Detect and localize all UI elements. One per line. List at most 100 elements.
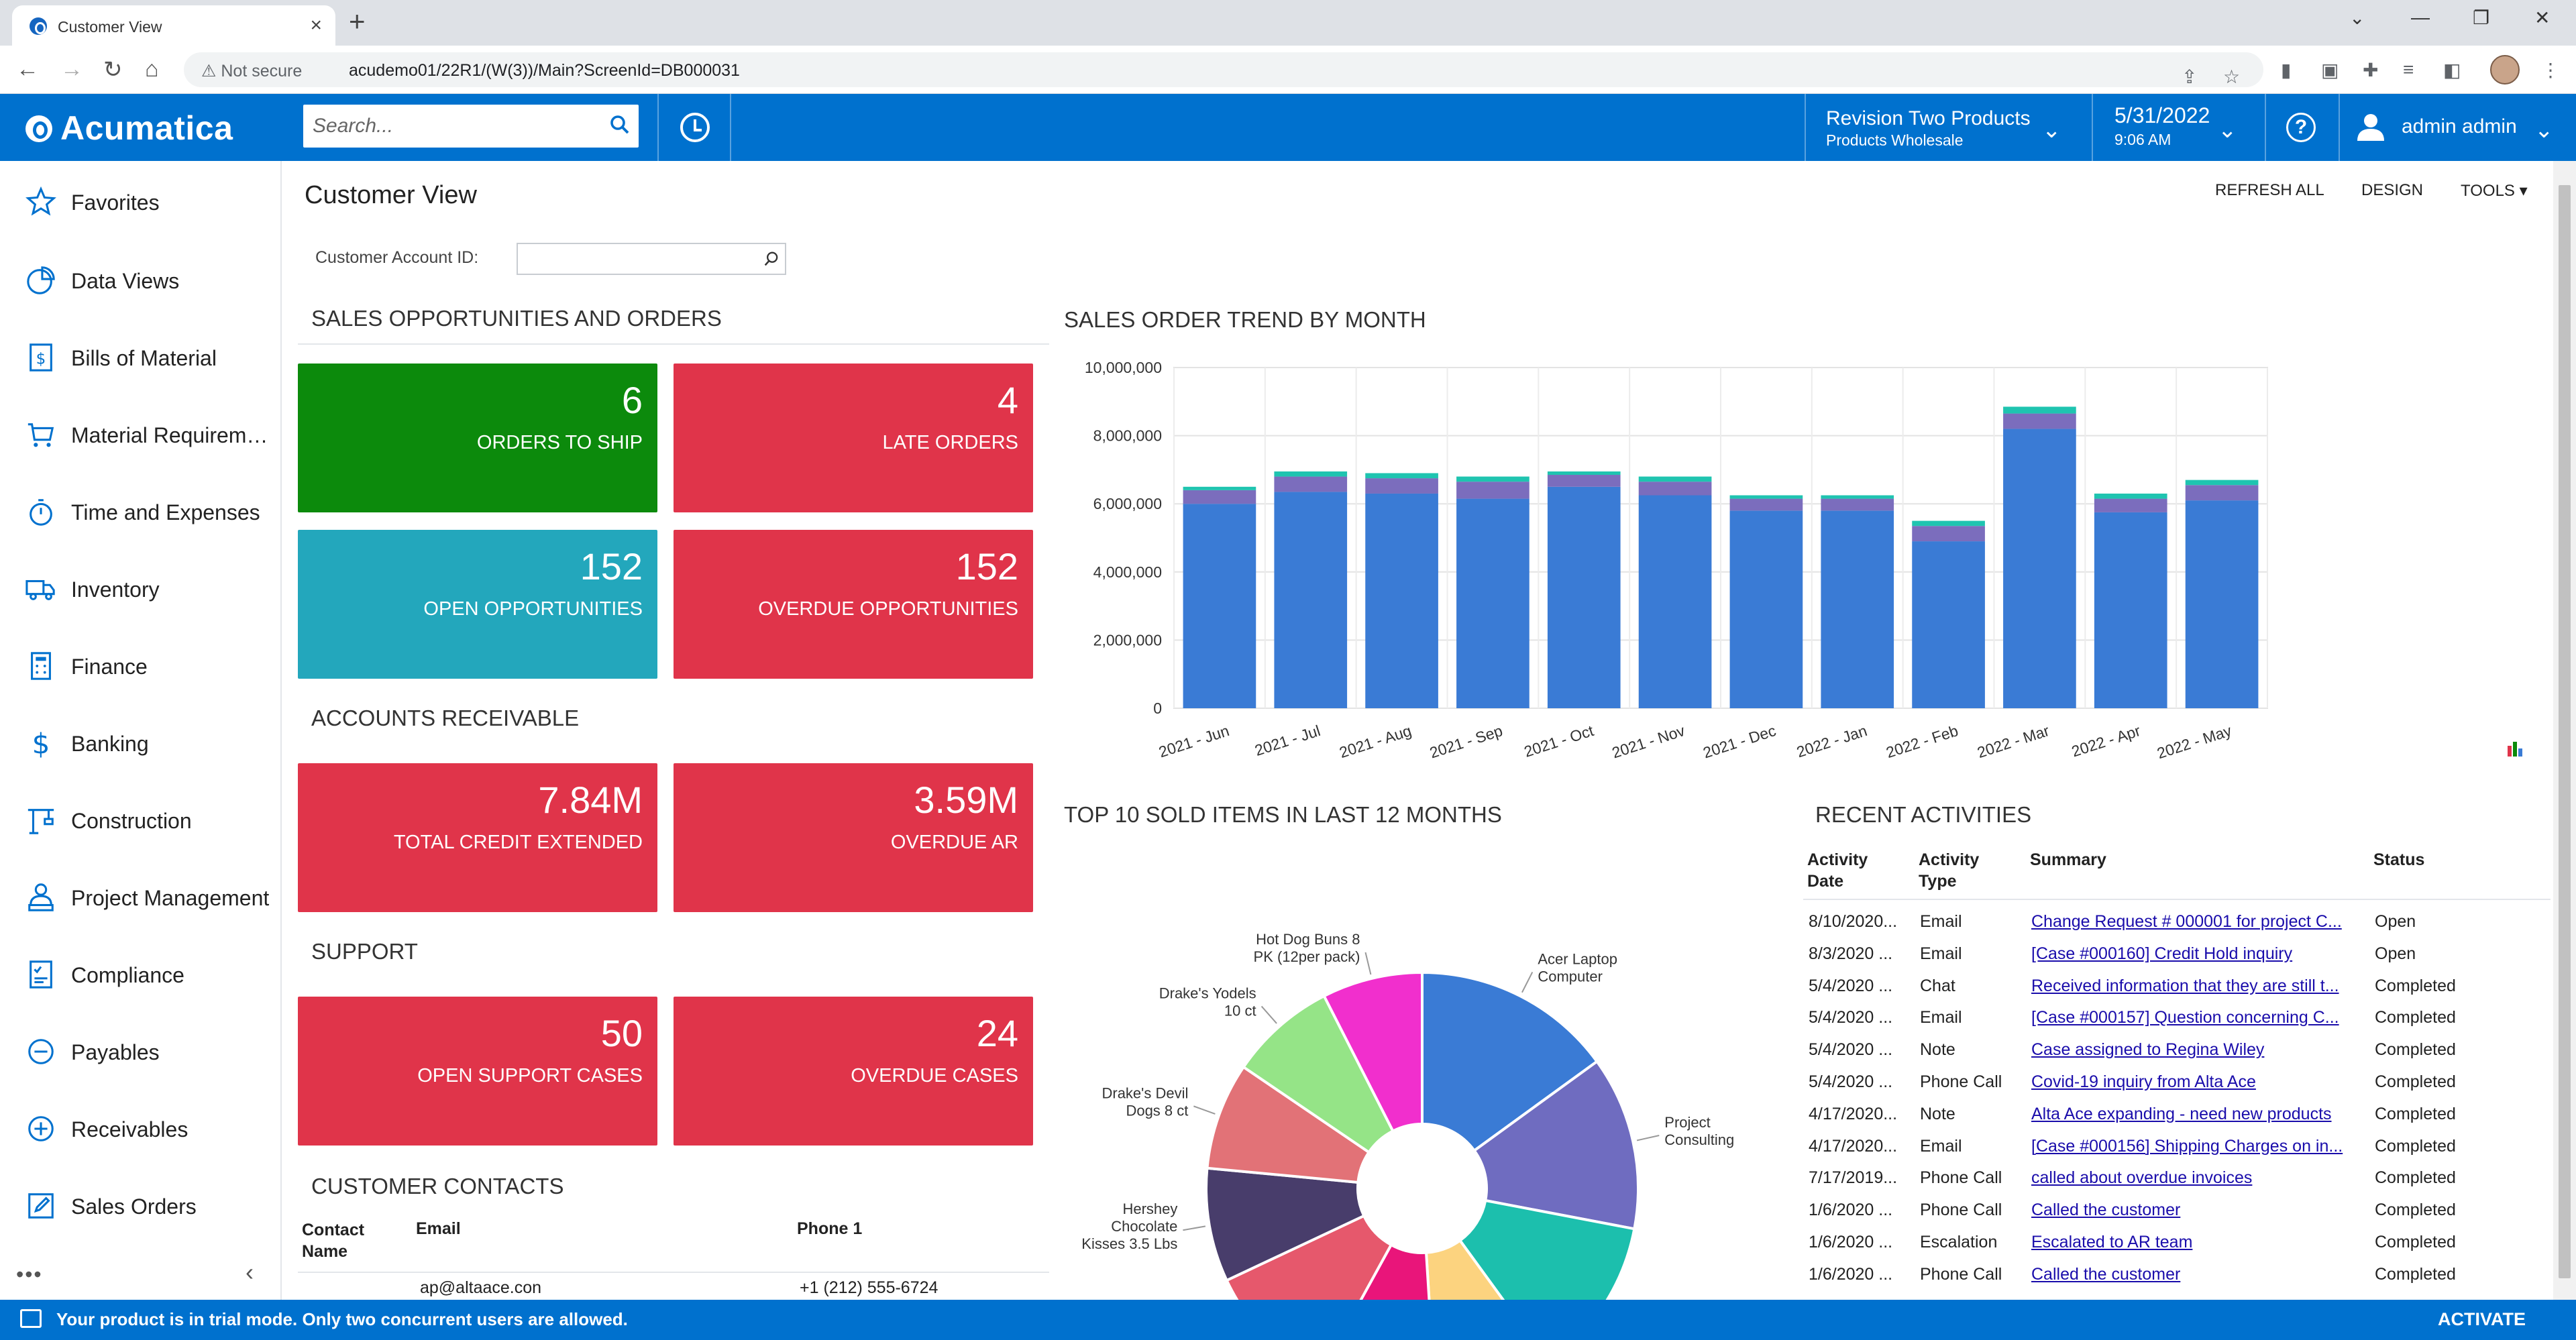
history-icon[interactable] [680, 113, 710, 142]
extensions-puzzle-icon[interactable]: ✚ [2363, 60, 2379, 80]
bar-segment-3[interactable] [1912, 520, 1985, 526]
extension-doc-icon[interactable]: ▮ [2281, 60, 2292, 80]
chrome-menu-icon[interactable]: ⋮ [2541, 60, 2560, 80]
bar-segment-1[interactable] [1912, 541, 1985, 708]
contacts-header-name[interactable]: Contact Name [302, 1221, 365, 1261]
reload-icon[interactable]: ↻ [103, 57, 123, 82]
activity-summary-link[interactable]: Change Request # 000001 for project C... [2031, 912, 2342, 931]
home-icon[interactable]: ⌂ [145, 56, 159, 82]
sidebar-item-inventory[interactable]: Inventory [0, 561, 282, 615]
activity-summary-link[interactable]: [Case #000157] Question concerning C... [2031, 1008, 2339, 1027]
user-name[interactable]: admin admin [2402, 115, 2517, 137]
activity-row[interactable]: 5/4/2020 ... Chat Received information tha… [1803, 970, 2551, 1002]
bar-segment-3[interactable] [1365, 473, 1438, 479]
activity-row[interactable]: 7/17/2019... Phone Call called about overd… [1803, 1162, 2551, 1194]
pie-slice[interactable] [1322, 970, 1424, 1133]
activity-summary-link[interactable]: Alta Ace expanding - need new products [2031, 1104, 2332, 1123]
url-text[interactable]: acudemo01/22R1/(W(3))/Main?ScreenId=DB00… [349, 61, 740, 80]
chevron-down-icon[interactable]: ⌄ [2042, 117, 2061, 143]
acumatica-logo[interactable]: Acumatica [25, 109, 233, 148]
bar-segment-1[interactable] [2185, 500, 2259, 708]
contacts-header-phone[interactable]: Phone 1 [797, 1219, 863, 1238]
pie-slice[interactable] [1424, 1238, 1549, 1300]
sidebar-item-project-management[interactable]: Project Management [0, 870, 282, 924]
activity-row[interactable]: 8/10/2020... Email Change Request # 000001… [1803, 905, 2551, 938]
bar-segment-3[interactable] [1821, 495, 1894, 499]
help-icon[interactable]: ? [2286, 113, 2316, 142]
activity-summary-link[interactable]: Covid-19 inquiry from Alta Ace [2031, 1072, 2256, 1091]
scrollbar-thumb[interactable] [2559, 185, 2571, 1278]
user-icon[interactable] [2357, 113, 2384, 141]
close-window-icon[interactable]: ✕ [2534, 7, 2551, 28]
activities-header-date[interactable]: Activity Date [1807, 850, 1868, 891]
pie-slice[interactable] [1224, 1214, 1393, 1300]
pie-slice[interactable] [1205, 1065, 1371, 1184]
picture-in-picture-icon[interactable]: ▣ [2321, 60, 2339, 80]
side-panel-icon[interactable]: ◧ [2443, 60, 2461, 80]
bar-segment-3[interactable] [1729, 495, 1803, 499]
browser-tab[interactable]: Customer View × [12, 5, 335, 46]
sidebar-item-construction[interactable]: Construction [0, 793, 282, 846]
bar-segment-1[interactable] [2003, 429, 2076, 708]
activity-row[interactable]: 1/6/2020 ... Phone Call Called the custome… [1803, 1194, 2551, 1226]
bar-segment-1[interactable] [1547, 486, 1621, 708]
bar-segment-1[interactable] [1638, 495, 1712, 709]
share-icon[interactable]: ⇪ [2182, 66, 2198, 87]
pie-slice[interactable] [1472, 1059, 1640, 1231]
activate-button[interactable]: ACTIVATE [2438, 1309, 2526, 1329]
activity-summary-link[interactable]: Received information that they are still… [2031, 976, 2339, 995]
pie-slice[interactable] [1458, 1198, 1636, 1300]
bar-segment-2[interactable] [1821, 498, 1894, 511]
activity-row[interactable]: 5/4/2020 ... Email [Case #000157] Question… [1803, 1001, 2551, 1034]
sidebar-item-bills-of-material[interactable]: $ Bills of Material [0, 330, 282, 384]
bar-segment-3[interactable] [1547, 471, 1621, 476]
bar-segment-3[interactable] [2185, 480, 2259, 486]
bar-segment-2[interactable] [2003, 413, 2076, 429]
collapse-sidebar-icon[interactable]: ‹ [246, 1258, 254, 1286]
bar-segment-1[interactable] [1456, 498, 1529, 708]
sidebar-item-sales-orders[interactable]: Sales Orders [0, 1178, 282, 1232]
bar-segment-3[interactable] [1638, 476, 1712, 482]
sidebar-item-receivables[interactable]: Receivables [0, 1101, 282, 1155]
design-button[interactable]: DESIGN [2361, 181, 2424, 199]
activity-summary-link[interactable]: [Case #000156] Shipping Charges on in... [2031, 1136, 2343, 1156]
tile-overdue-opportunities[interactable]: 152 OVERDUE OPPORTUNITIES [674, 530, 1033, 679]
activity-summary-link[interactable]: Case assigned to Regina Wiley [2031, 1040, 2265, 1060]
minimize-icon[interactable]: — [2411, 7, 2430, 27]
close-tab-icon[interactable]: × [310, 14, 322, 36]
activity-row[interactable]: 5/4/2020 ... Phone Call Covid-19 inquiry f… [1803, 1066, 2551, 1098]
tile-overdue-ar[interactable]: 3.59M OVERDUE AR [674, 763, 1033, 912]
bar-segment-3[interactable] [1456, 476, 1529, 482]
more-menu-icon[interactable]: ••• [16, 1262, 43, 1286]
tab-search-icon[interactable]: ⌄ [2349, 7, 2365, 28]
sidebar-item-finance[interactable]: Finance [0, 638, 282, 692]
activity-summary-link[interactable]: Called the customer [2031, 1201, 2181, 1220]
bar-segment-2[interactable] [1912, 526, 1985, 542]
sidebar-item-data-views[interactable]: Data Views [0, 253, 282, 306]
tile-open-opportunities[interactable]: 152 OPEN OPPORTUNITIES [298, 530, 657, 679]
bar-segment-1[interactable] [2094, 512, 2167, 708]
chart-type-icon[interactable] [2508, 742, 2522, 757]
activity-row[interactable]: 4/17/2020... Note Alta Ace expanding - nee… [1803, 1098, 2551, 1130]
activities-header-type[interactable]: Activity Type [1919, 850, 1980, 891]
omnibox[interactable]: ⚠ Not secure acudemo01/22R1/(W(3))/Main?… [184, 52, 2263, 87]
tile-overdue-cases[interactable]: 24 OVERDUE CASES [674, 997, 1033, 1146]
bar-segment-2[interactable] [1365, 478, 1438, 494]
bar-segment-2[interactable] [1274, 476, 1348, 492]
chevron-down-icon[interactable]: ⌄ [2534, 117, 2554, 143]
activity-summary-link[interactable]: Escalated to AR team [2031, 1233, 2193, 1251]
new-tab-icon[interactable]: + [349, 5, 366, 37]
bar-segment-1[interactable] [1365, 493, 1438, 708]
back-icon[interactable]: ← [16, 56, 39, 82]
bar-segment-2[interactable] [2185, 485, 2259, 501]
sidebar-item-payables[interactable]: Payables [0, 1024, 282, 1078]
activity-row[interactable]: 1/6/2020 ... Escalation Escalated to AR te… [1803, 1226, 2551, 1258]
profile-avatar[interactable] [2490, 55, 2520, 85]
bar-segment-1[interactable] [1274, 492, 1348, 708]
sidebar-item-compliance[interactable]: Compliance [0, 947, 282, 1001]
tile-orders-to-ship[interactable]: 6 ORDERS TO SHIP [298, 364, 657, 512]
sidebar-item-banking[interactable]: $ Banking [0, 716, 282, 769]
tile-open-support-cases[interactable]: 50 OPEN SUPPORT CASES [298, 997, 657, 1146]
search-icon[interactable] [762, 249, 781, 268]
sidebar-item-time-and-expenses[interactable]: Time and Expenses [0, 484, 282, 538]
